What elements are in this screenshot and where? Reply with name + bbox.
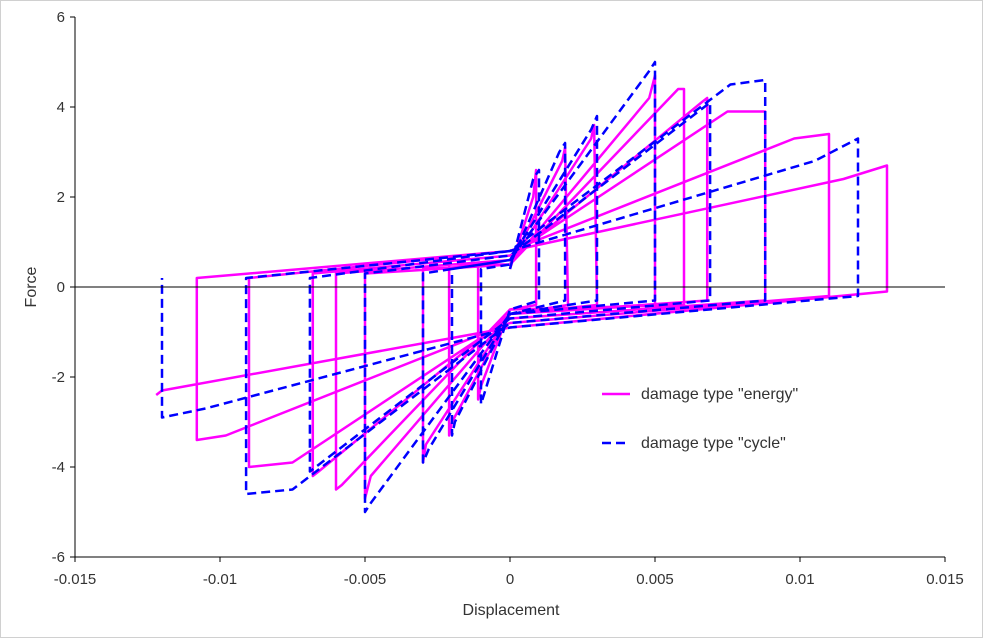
plot-area bbox=[155, 60, 889, 514]
axes: -0.015 -0.01 -0.005 0 0.005 0.01 0.015 -6 -4 -2 0 2… bbox=[52, 9, 964, 588]
x-tick-label: 0 bbox=[506, 571, 514, 588]
legend: damage type "energy" damage type "cycle" bbox=[602, 386, 798, 452]
series-line-cycle bbox=[160, 60, 860, 514]
x-tick-label: 0.01 bbox=[785, 571, 814, 588]
y-tick-label: -2 bbox=[52, 369, 65, 386]
y-tick-label: 0 bbox=[57, 279, 65, 296]
y-axis-title: Force bbox=[23, 266, 40, 307]
y-tick-label: -6 bbox=[52, 549, 65, 566]
y-tick-label: 4 bbox=[57, 99, 65, 116]
x-tick-label: 0.005 bbox=[636, 571, 674, 588]
legend-label-energy: damage type "energy" bbox=[641, 386, 798, 403]
y-tick-label: 2 bbox=[57, 189, 65, 206]
legend-label-cycle: damage type "cycle" bbox=[641, 435, 786, 452]
x-tick-label: -0.01 bbox=[203, 571, 237, 588]
x-tick-label: -0.015 bbox=[54, 571, 97, 588]
y-tick-label: 6 bbox=[57, 9, 65, 26]
x-axis-title: Displacement bbox=[463, 602, 560, 619]
x-tick-label: -0.005 bbox=[344, 571, 387, 588]
y-tick-label: -4 bbox=[52, 459, 65, 476]
x-tick-label: 0.015 bbox=[926, 571, 964, 588]
